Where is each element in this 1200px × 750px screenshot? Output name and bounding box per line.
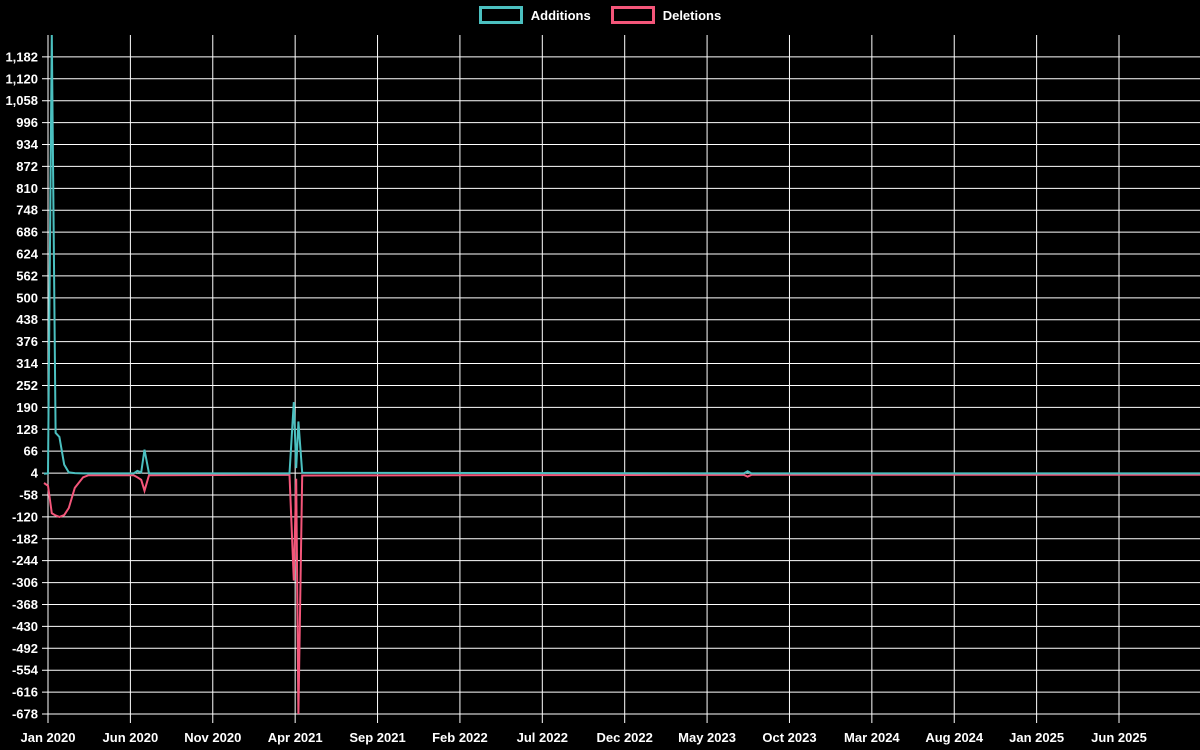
y-tick-label: -678 — [12, 707, 38, 722]
x-tick-label: Aug 2024 — [925, 730, 984, 745]
y-tick-label: 872 — [16, 159, 38, 174]
y-tick-label: -120 — [12, 509, 38, 524]
x-tick-label: Oct 2023 — [762, 730, 816, 745]
chart-legend: Additions Deletions — [0, 6, 1200, 24]
x-tick-label: Jul 2022 — [517, 730, 568, 745]
x-tick-label: Jan 2020 — [21, 730, 76, 745]
y-tick-label: -244 — [12, 553, 39, 568]
y-tick-label: 934 — [16, 137, 38, 152]
y-tick-label: 190 — [16, 400, 38, 415]
y-tick-label: -306 — [12, 575, 38, 590]
additions-legend-swatch-icon — [478, 6, 523, 24]
y-tick-label: 4 — [31, 466, 39, 481]
x-tick-label: Nov 2020 — [184, 730, 241, 745]
x-tick-label: Mar 2024 — [844, 730, 900, 745]
y-tick-label: 128 — [16, 422, 38, 437]
y-tick-label: -430 — [12, 619, 38, 634]
y-tick-label: 810 — [16, 181, 38, 196]
y-tick-label: 376 — [16, 334, 38, 349]
x-tick-label: Jun 2020 — [103, 730, 159, 745]
y-tick-label: 686 — [16, 225, 38, 240]
y-tick-label: 252 — [16, 378, 38, 393]
y-tick-label: 1,120 — [5, 71, 38, 86]
additions-line — [43, 34, 1200, 475]
y-tick-label: 562 — [16, 268, 38, 283]
x-tick-label: Sep 2021 — [349, 730, 405, 745]
additions-legend-label: Additions — [530, 7, 591, 23]
deletions-legend-label: Deletions — [662, 7, 722, 23]
y-tick-label: 1,058 — [5, 93, 38, 108]
y-tick-label: 500 — [16, 290, 38, 305]
x-tick-label: Dec 2022 — [596, 730, 652, 745]
y-tick-label: -368 — [12, 597, 38, 612]
deletions-legend-swatch-icon — [610, 6, 655, 24]
y-tick-label: 996 — [16, 115, 38, 130]
x-tick-label: Apr 2021 — [268, 730, 323, 745]
x-tick-label: May 2023 — [678, 730, 736, 745]
y-tick-label: 624 — [16, 247, 38, 262]
x-tick-label: Jun 2025 — [1091, 730, 1147, 745]
legend-item-deletions[interactable]: Deletions — [610, 6, 722, 24]
y-tick-label: 438 — [16, 312, 38, 327]
y-tick-label: -492 — [12, 641, 38, 656]
y-tick-label: -182 — [12, 531, 38, 546]
x-tick-label: Feb 2022 — [432, 730, 488, 745]
y-tick-label: -616 — [12, 685, 38, 700]
y-tick-label: 66 — [24, 444, 38, 459]
legend-item-additions[interactable]: Additions — [478, 6, 591, 24]
deletions-line — [43, 473, 1200, 715]
y-tick-label: 1,182 — [5, 49, 38, 64]
x-tick-label: Jan 2025 — [1009, 730, 1064, 745]
y-tick-label: -554 — [12, 663, 39, 678]
y-tick-label: -58 — [19, 487, 38, 502]
y-tick-label: 314 — [16, 356, 38, 371]
y-tick-label: 748 — [16, 203, 38, 218]
